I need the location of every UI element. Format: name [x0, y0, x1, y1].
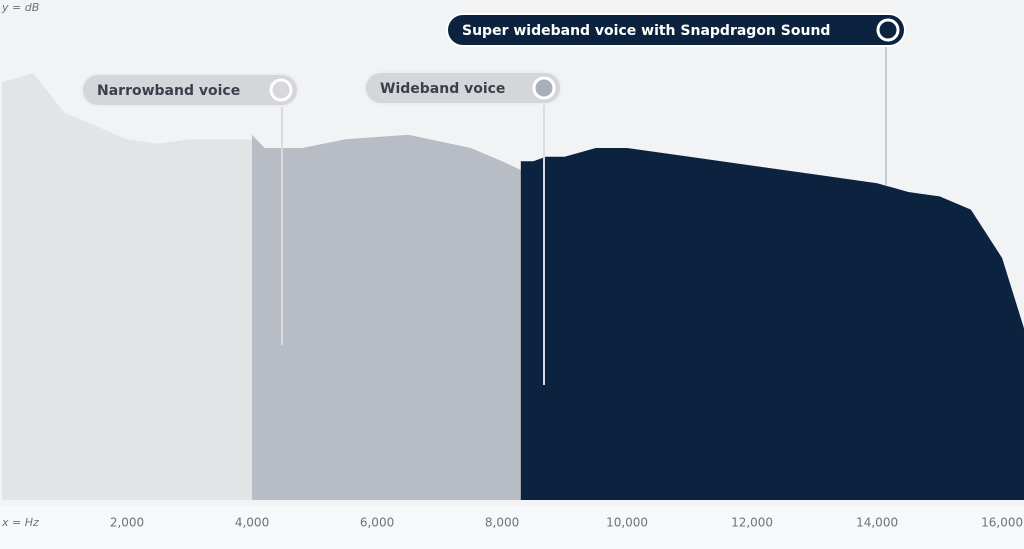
axis-strip: [0, 505, 1024, 549]
x-axis-label: x = Hz: [1, 516, 39, 529]
x-tick-label: 8,000: [485, 516, 519, 530]
x-tick-label: 4,000: [235, 516, 269, 530]
label-dot: [532, 76, 556, 100]
label-dot: [269, 78, 293, 102]
spectrum-area: [2, 73, 628, 500]
x-tick-label: 6,000: [360, 516, 394, 530]
x-tick-label: 2,000: [110, 516, 144, 530]
y-axis-label: y = dB: [1, 1, 39, 14]
legend-label: Super wideband voice with Snapdragon Sou…: [462, 23, 830, 39]
spectrum-area: [520, 148, 1024, 500]
label-pill: [446, 13, 906, 47]
areas: [2, 73, 1024, 501]
label-dot: [876, 18, 900, 42]
x-tick-label: 14,000: [856, 516, 898, 530]
overlay: Narrowband voice Wideband voice Super wide…: [81, 13, 906, 385]
x-tick-label: 12,000: [731, 516, 773, 530]
label-pill: [81, 73, 299, 107]
x-tick-label: 16,000: [981, 516, 1023, 530]
spectrum-area: [252, 134, 878, 501]
label-pill: [364, 71, 562, 105]
x-tick-label: 10,000: [606, 516, 648, 530]
legend-label: Narrowband voice: [97, 83, 240, 99]
legend-label: Wideband voice: [380, 81, 505, 97]
